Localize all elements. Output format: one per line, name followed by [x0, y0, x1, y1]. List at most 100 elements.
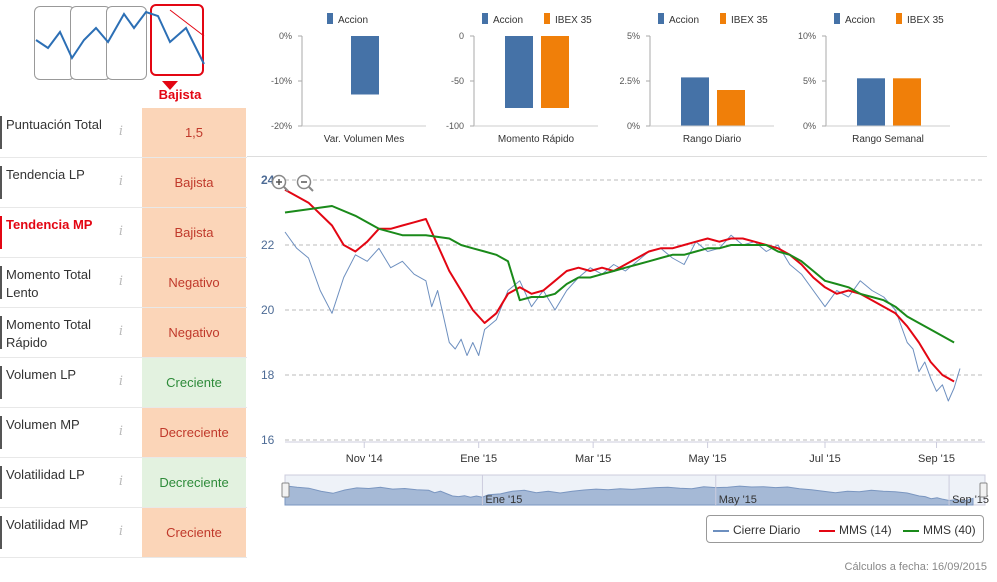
- bar-ibex-35: [893, 78, 921, 126]
- bar-ibex-35: [717, 90, 745, 126]
- bar-accion: [857, 78, 885, 126]
- price-chart[interactable]: 24 22 20 18 16 Nov '14 Ene '15 Mar '15 May '15 Ju…: [255, 160, 992, 510]
- legend-label: Accion: [669, 15, 699, 26]
- indicator-value: Creciente: [142, 358, 246, 407]
- row-marker: [0, 366, 2, 399]
- trend-label: Bajista: [158, 87, 202, 102]
- info-icon[interactable]: i: [118, 474, 124, 489]
- row-marker: [0, 266, 2, 299]
- trend-icons: Bajista: [34, 4, 206, 104]
- zoom-out-icon[interactable]: [296, 174, 314, 192]
- navigator-handle-right[interactable]: [979, 482, 988, 498]
- indicator-value: Negativo: [142, 258, 246, 307]
- legend-label: IBEX 35: [555, 15, 592, 26]
- indicator-name: Volatilidad MP: [6, 517, 89, 532]
- mini-chart: Accion IBEX 35 5% 2.5% 0% Rango Diario: [610, 8, 800, 153]
- row-marker: [0, 466, 2, 499]
- indicator-value: 1,5: [142, 108, 246, 157]
- indicator-name: Tendencia LP: [6, 167, 85, 182]
- legend-swatch: [819, 529, 835, 532]
- indicator-row: Volumen MP i Decreciente: [0, 408, 247, 458]
- y-tick-label: 0: [459, 31, 464, 41]
- info-icon[interactable]: i: [118, 524, 124, 539]
- mini-chart-svg: Accion IBEX 35 10% 5% 0% Rango Semanal: [798, 13, 950, 145]
- y-tick-label: 5%: [803, 76, 816, 86]
- mini-chart: Accion IBEX 35 10% 5% 0% Rango Semanal: [786, 8, 976, 153]
- indicator-value: Decreciente: [142, 458, 246, 507]
- legend-label: Accion: [493, 15, 523, 26]
- row-marker: [0, 216, 2, 249]
- indicator-name: Momento Total Lento: [6, 267, 92, 300]
- legend-label: MMS (14): [839, 523, 892, 537]
- indicator-value: Decreciente: [142, 408, 246, 457]
- x-tick-label: Ene '15: [460, 453, 497, 465]
- y-tick-label: -100: [446, 121, 464, 131]
- zoom-in-icon[interactable]: [271, 174, 289, 192]
- legend-label: IBEX 35: [731, 15, 768, 26]
- row-marker: [0, 166, 2, 199]
- legend-swatch: [713, 529, 729, 532]
- divider: [247, 156, 987, 157]
- indicator-row: Volatilidad MP i Creciente: [0, 508, 247, 558]
- navigator-label: Ene '15: [485, 494, 522, 506]
- indicator-value: Bajista: [142, 208, 246, 257]
- y-tick-label: 0%: [627, 121, 640, 131]
- series-mms-40-: [284, 205, 955, 344]
- info-icon[interactable]: i: [118, 224, 124, 239]
- legend-swatch: [327, 13, 333, 24]
- legend-label: MMS (40): [923, 523, 976, 537]
- indicator-name: Tendencia MP: [6, 217, 93, 232]
- y-tick-label: 20: [261, 303, 275, 317]
- info-icon[interactable]: i: [118, 324, 124, 339]
- legend-swatch: [720, 13, 726, 24]
- legend-item-mms14[interactable]: MMS (14): [819, 522, 892, 538]
- y-tick-label: -10%: [271, 76, 292, 86]
- y-tick-label: 24: [261, 173, 275, 187]
- y-tick-label: 16: [261, 433, 275, 447]
- chart-title: Momento Rápido: [498, 134, 575, 145]
- series-mms-14-: [284, 188, 955, 383]
- indicator-row: Volumen LP i Creciente: [0, 358, 247, 408]
- indicator-row: Volatilidad LP i Decreciente: [0, 458, 247, 508]
- y-tick-label: -20%: [271, 121, 292, 131]
- mini-chart: Accion IBEX 35 0 -50 -100 Momento Rápido: [434, 8, 624, 153]
- trend-icon-lateral-alcista: [70, 6, 111, 80]
- legend-item-cierre[interactable]: Cierre Diario: [713, 522, 800, 538]
- legend-label: Accion: [845, 15, 875, 26]
- legend-item-mms40[interactable]: MMS (40): [903, 522, 976, 538]
- indicator-row: Puntuación Total i 1,5: [0, 108, 247, 158]
- navigator-handle-left[interactable]: [281, 482, 290, 498]
- info-icon[interactable]: i: [118, 174, 124, 189]
- x-tick-label: Jul '15: [809, 453, 840, 465]
- row-marker: [0, 316, 2, 349]
- chart-title: Var. Volumen Mes: [324, 134, 404, 145]
- info-icon[interactable]: i: [118, 374, 124, 389]
- navigator-area: [284, 485, 974, 506]
- legend-label: IBEX 35: [907, 15, 944, 26]
- bar-accion: [681, 77, 709, 126]
- navigator[interactable]: Ene '15 May '15 Sep '15: [281, 474, 989, 506]
- mini-chart: Accion 0% -10% -20% Var. Volumen Mes: [262, 8, 452, 153]
- trend-line-icon: [35, 9, 205, 90]
- mini-chart-svg: Accion IBEX 35 5% 2.5% 0% Rango Diario: [619, 13, 774, 145]
- chart-title: Rango Semanal: [852, 134, 924, 145]
- x-tick-label: Sep '15: [918, 453, 955, 465]
- info-icon[interactable]: i: [118, 124, 124, 139]
- bar-accion: [351, 36, 379, 95]
- indicator-name: Volatilidad LP: [6, 467, 85, 482]
- indicator-name: Puntuación Total: [6, 117, 102, 132]
- info-icon[interactable]: i: [118, 274, 124, 289]
- y-tick-label: 0%: [279, 31, 292, 41]
- y-tick-label: 18: [261, 368, 275, 382]
- legend-label: Accion: [338, 15, 368, 26]
- indicator-name: Volumen MP: [6, 417, 80, 432]
- footer-date: Cálculos a fecha: 16/09/2015: [844, 561, 988, 573]
- chart-legend: Cierre Diario MMS (14) MMS (40): [706, 515, 984, 543]
- y-tick-label: 2.5%: [619, 76, 640, 86]
- legend-swatch: [658, 13, 664, 24]
- x-tick-label: Nov '14: [346, 453, 383, 465]
- chart-title: Rango Diario: [683, 134, 742, 145]
- info-icon[interactable]: i: [118, 424, 124, 439]
- mini-chart-svg: Accion IBEX 35 0 -50 -100 Momento Rápido: [446, 13, 598, 145]
